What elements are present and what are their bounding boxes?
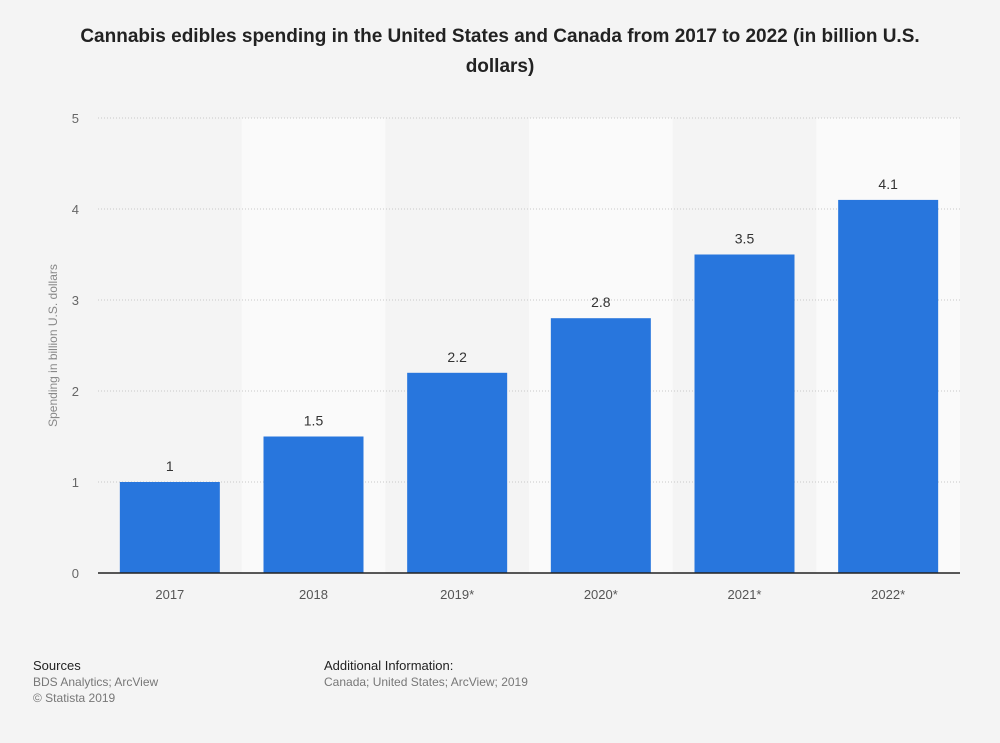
sources-heading: Sources — [33, 658, 81, 673]
bar[interactable] — [119, 482, 220, 573]
x-tick-label: 2019* — [440, 587, 474, 602]
bar[interactable] — [838, 199, 939, 573]
y-tick-label: 0 — [72, 566, 79, 581]
chart-title: Cannabis edibles spending in the United … — [80, 26, 920, 77]
bar[interactable] — [694, 254, 795, 574]
y-tick-label: 1 — [72, 475, 79, 490]
data-label: 2.8 — [591, 294, 611, 310]
x-tick-label: 2022* — [871, 587, 905, 602]
data-label: 1 — [166, 458, 174, 474]
sources-block: Sources BDS Analytics; ArcView © Statist… — [33, 658, 158, 706]
copyright: © Statista 2019 — [33, 691, 116, 705]
y-axis-label: Spending in billion U.S. dollars — [46, 264, 60, 427]
x-tick-label: 2017 — [155, 587, 184, 602]
additional-info-heading: Additional Information: — [324, 658, 454, 673]
data-label: 4.1 — [878, 176, 898, 192]
data-label: 2.2 — [447, 349, 467, 365]
data-label: 3.5 — [735, 231, 755, 247]
x-tick-label: 2021* — [728, 587, 762, 602]
additional-info-block: Additional Information: Canada; United S… — [324, 658, 528, 690]
y-tick-label: 2 — [72, 384, 79, 399]
bar[interactable] — [263, 436, 364, 574]
bar[interactable] — [407, 372, 508, 573]
sources-text[interactable]: BDS Analytics; ArcView — [33, 675, 159, 689]
data-label: 1.5 — [304, 413, 324, 429]
y-tick-label: 4 — [72, 202, 79, 217]
y-tick-label: 5 — [72, 111, 79, 126]
y-tick-label: 3 — [72, 293, 79, 308]
x-tick-label: 2020* — [584, 587, 618, 602]
bar[interactable] — [550, 318, 651, 573]
x-tick-label: 2018 — [299, 587, 328, 602]
additional-info-text: Canada; United States; ArcView; 2019 — [324, 675, 528, 689]
